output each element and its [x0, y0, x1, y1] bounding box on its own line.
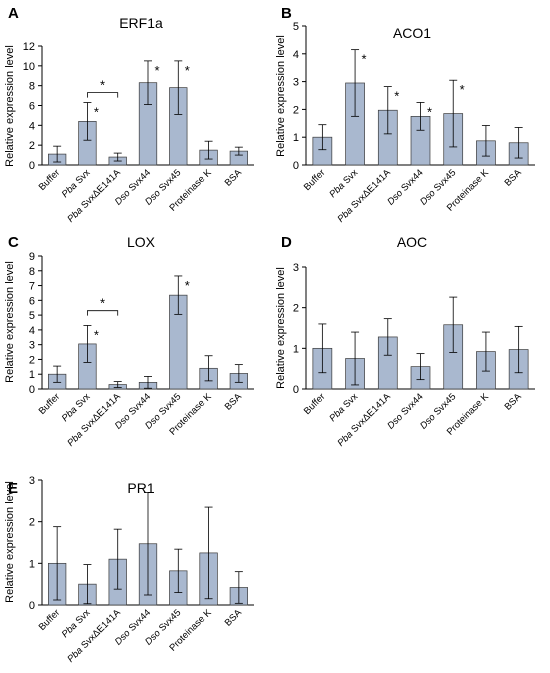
significance-star: *: [154, 63, 159, 78]
x-tick-label: Pba Svx: [327, 391, 360, 424]
x-tick-label: BSA: [503, 391, 525, 413]
y-tick-label: 0: [293, 160, 299, 172]
panel-letter: B: [281, 5, 292, 22]
y-tick-label: 2: [293, 104, 299, 116]
y-tick-label: 2: [29, 517, 35, 529]
y-tick-label: 1: [29, 558, 35, 570]
y-tick-label: 5: [29, 310, 35, 322]
y-tick-label: 9: [29, 251, 35, 263]
y-axis-label: Relative expression level: [4, 261, 16, 383]
x-tick-label: Pba SvxΔE141A: [65, 607, 123, 665]
significance-star: *: [185, 63, 190, 78]
significance-star: *: [460, 82, 465, 97]
significance-star: *: [362, 52, 367, 67]
x-tick-label: BSA: [503, 167, 525, 189]
y-tick-label: 8: [29, 266, 35, 278]
chart-title: LOX: [127, 234, 156, 250]
y-tick-label: 0: [29, 160, 35, 172]
chart-panel-b: B ACO1 Relative expression level 0 1 2 3 4 5 * * * *…: [275, 5, 535, 225]
y-axis-label: Relative expression level: [4, 481, 16, 603]
chart-panel-e: E PR1 Relative expression level 0 1 2 3 BufferP…: [4, 475, 254, 665]
x-tick-label: Buffer: [302, 167, 328, 193]
y-tick-label: 3: [29, 340, 35, 352]
y-axis-label: Relative expression level: [275, 267, 287, 389]
comparison-bracket: [87, 310, 119, 316]
y-tick-label: 2: [29, 140, 35, 152]
y-tick-label: 7: [29, 281, 35, 293]
y-tick-label: 0: [29, 384, 35, 396]
chart-panel-a: A ERF1a Relative expression level 0 2 4 6 8 10 12…: [4, 5, 254, 225]
significance-star: *: [185, 278, 190, 293]
x-tick-label: Pba Svx: [327, 167, 360, 200]
y-tick-label: 2: [29, 354, 35, 366]
y-tick-label: 10: [23, 61, 35, 73]
y-tick-label: 12: [23, 41, 35, 53]
chart-title: AOC: [397, 234, 427, 250]
chart-panel-d: D AOC Relative expression level 0 1 2 3 Buffer P…: [275, 234, 535, 449]
x-tick-label: Pba SvxΔE141A: [65, 391, 123, 449]
x-tick-label: BSA: [223, 391, 245, 413]
chart-panel-c: C LOX Relative expression level 0 1 2 3 4 5 6 7 8 9 *…: [4, 234, 254, 449]
y-tick-label: 6: [29, 101, 35, 113]
x-tick-label: Pba SvxΔE141A: [65, 167, 123, 225]
y-tick-label: 8: [29, 81, 35, 93]
chart-title: PR1: [127, 480, 154, 496]
y-tick-label: 1: [293, 132, 299, 144]
y-tick-label: 1: [29, 369, 35, 381]
x-tick-label: Buffer: [37, 167, 63, 193]
y-axis-label: Relative expression level: [4, 45, 16, 167]
panel-letter: A: [8, 5, 19, 22]
y-tick-label: 4: [29, 120, 35, 132]
y-axis-label: Relative expression level: [275, 35, 287, 157]
y-tick-label: 4: [29, 325, 35, 337]
chart-title: ACO1: [393, 25, 431, 41]
y-tick-label: 2: [293, 303, 299, 315]
chart-title: ERF1a: [119, 15, 163, 31]
panel-letter: D: [281, 234, 292, 251]
bracket-star: *: [100, 296, 105, 311]
y-tick-label: 3: [293, 262, 299, 274]
x-tick-label: BSA: [223, 607, 245, 629]
panel-letter: C: [8, 234, 19, 251]
y-tick-label: 6: [29, 295, 35, 307]
significance-star: *: [427, 104, 432, 119]
bracket-star: *: [100, 78, 105, 93]
significance-star: *: [394, 89, 399, 104]
y-tick-label: 1: [293, 343, 299, 355]
x-tick-label: Buffer: [37, 391, 63, 417]
y-tick-label: 0: [29, 600, 35, 612]
y-tick-label: 0: [293, 384, 299, 396]
y-tick-label: 3: [29, 475, 35, 487]
comparison-bracket: [87, 92, 119, 98]
significance-star: *: [94, 105, 99, 120]
x-tick-label: Buffer: [302, 391, 328, 417]
x-tick-label: Buffer: [37, 607, 63, 633]
y-tick-label: 5: [293, 21, 299, 33]
y-tick-label: 3: [293, 77, 299, 89]
significance-star: *: [94, 327, 99, 342]
x-tick-label: BSA: [223, 167, 245, 189]
y-tick-label: 4: [293, 49, 299, 61]
panel-letter: E: [8, 480, 18, 497]
